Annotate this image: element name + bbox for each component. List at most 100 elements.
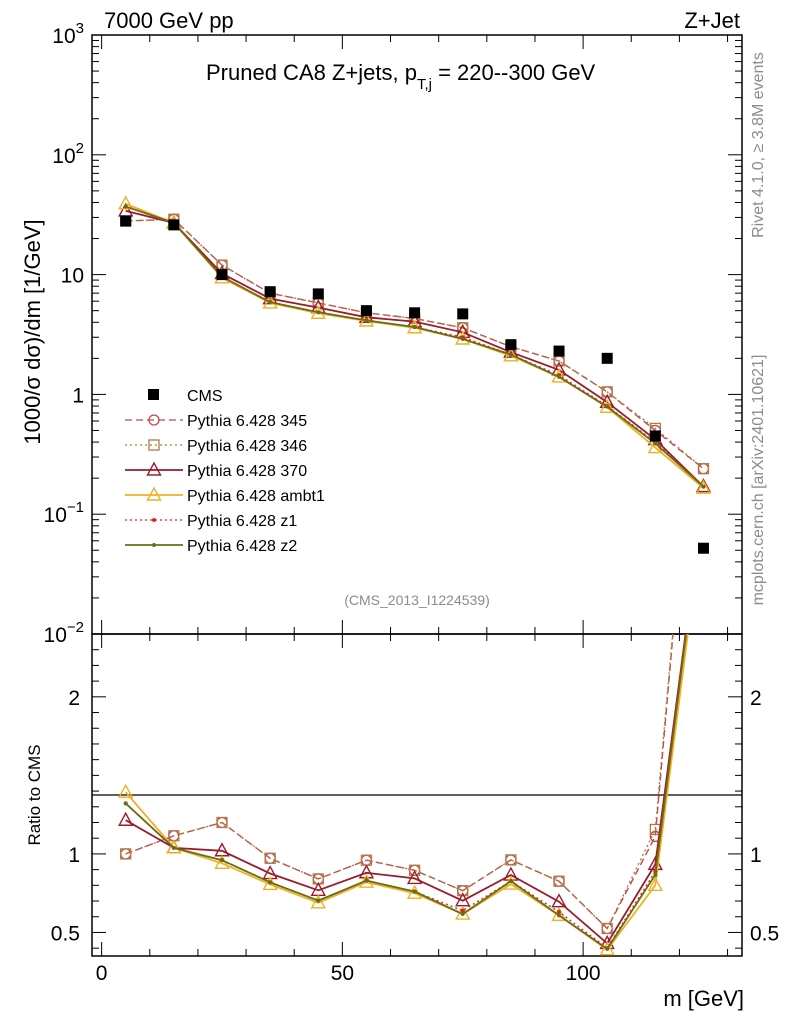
y-tick-label-main: 10−1 — [44, 499, 84, 527]
series-point-ratio — [701, 495, 705, 499]
series-point-ratio — [216, 816, 228, 829]
series-point-ratio — [557, 909, 562, 914]
x-axis-label: m [GeV] — [663, 986, 744, 1011]
series-point-ratio — [166, 839, 182, 854]
series-point-main — [460, 337, 465, 342]
series-point-main — [412, 325, 417, 330]
y-tick-label-ratio-right: 1 — [750, 844, 762, 867]
series-point-main — [697, 463, 710, 475]
legend-marker — [146, 461, 162, 476]
analysis-source-label: (CMS_2013_I1224539) — [344, 592, 490, 608]
data-point-cms — [697, 542, 709, 554]
series-point-ratio — [460, 912, 465, 917]
series-point-main — [605, 404, 610, 409]
x-tick-label: 100 — [566, 962, 601, 985]
legend-marker — [148, 414, 160, 426]
y-tick-label-ratio: 2 — [68, 687, 80, 710]
y-tick-label-main: 10 — [61, 265, 84, 288]
series-point-main — [601, 386, 613, 398]
data-point-cms — [649, 430, 661, 442]
legend-marker — [148, 439, 160, 451]
series-point-ratio — [264, 852, 276, 864]
series-point-ratio — [118, 811, 134, 826]
data-point-cms — [601, 352, 613, 364]
series-point-ratio — [412, 889, 417, 894]
y-axis-label-ratio: Ratio to CMS — [25, 744, 44, 845]
y-tick-label-ratio-right: 2 — [750, 687, 762, 710]
series-point-ratio — [701, 495, 705, 499]
chart-title-tail: = 220--300 GeV — [432, 60, 596, 85]
series-point-ratio — [310, 894, 326, 909]
data-point-cms — [312, 288, 324, 300]
series-point-ratio — [508, 879, 513, 884]
series-point-ratio — [697, 506, 710, 518]
series-point-ratio — [601, 922, 613, 935]
legend-label: Pythia 6.428 z1 — [187, 513, 297, 530]
series-point-ratio — [505, 854, 517, 866]
series-point-ratio — [557, 913, 562, 918]
x-tick-label: 0 — [96, 962, 108, 985]
series-line-ratio — [125, 634, 674, 930]
series-point-main — [701, 484, 706, 489]
series-point-main — [653, 441, 658, 446]
series-point-ratio — [653, 872, 658, 877]
data-point-cms — [360, 305, 372, 317]
series-line-ratio — [125, 634, 687, 945]
legend-marker-cms — [148, 389, 159, 400]
chart-title-subscript: T,j — [417, 76, 432, 93]
data-point-cms — [264, 286, 276, 298]
series-point-main — [695, 479, 712, 494]
chart-title-main: Pruned CA8 Z+jets, p — [206, 60, 417, 85]
series-point-ratio — [457, 885, 469, 897]
y-tick-label-ratio-right: 0.5 — [750, 922, 779, 945]
series-point-ratio — [171, 845, 176, 850]
data-point-cms — [168, 219, 180, 231]
series-point-ratio — [118, 783, 134, 798]
series-point-ratio — [551, 893, 567, 908]
series-point-main — [123, 204, 128, 209]
header-left-label: 7000 GeV pp — [104, 8, 234, 33]
series-point-main — [364, 318, 369, 323]
series-point-ratio — [406, 869, 423, 885]
series-point-ratio — [120, 848, 132, 860]
series-point-ratio — [553, 875, 565, 887]
series-point-ratio — [647, 876, 664, 892]
legend-label: Pythia 6.428 346 — [187, 438, 307, 455]
y-tick-label-main: 103 — [52, 20, 84, 48]
data-point-cms — [553, 345, 565, 357]
series-line-ratio — [125, 634, 687, 950]
ratio-panel-curves — [118, 281, 710, 956]
y-tick-label-ratio: 1 — [68, 844, 80, 867]
y-axis-label-main: 1000/σ dσ)/dm [1/GeV] — [20, 219, 45, 444]
series-point-main — [503, 347, 519, 362]
rivet-version-label: Rivet 4.1.0, ≥ 3.8M events — [750, 52, 767, 238]
series-point-ratio — [220, 858, 224, 863]
y-tick-label-main: 10−2 — [44, 619, 84, 647]
chart-title: Pruned CA8 Z+jets, pT,j = 220--300 GeV — [206, 60, 596, 93]
legend-label-cms: CMS — [187, 388, 223, 405]
series-point-ratio — [698, 281, 708, 291]
legend-label: Pythia 6.428 z2 — [187, 538, 297, 555]
series-point-ratio — [358, 864, 375, 879]
series-point-main — [503, 343, 519, 358]
legend-label: Pythia 6.428 ambt1 — [187, 488, 325, 505]
data-point-cms — [505, 339, 517, 351]
series-point-main — [599, 398, 615, 414]
series-point-main — [508, 352, 513, 357]
series-line-ratio — [125, 634, 687, 951]
x-tick-label: 50 — [331, 962, 354, 985]
series-point-ratio — [408, 864, 421, 876]
series-point-ratio — [268, 880, 273, 885]
series-point-main — [268, 300, 273, 305]
legend-label: Pythia 6.428 345 — [187, 413, 307, 430]
series-point-ratio — [316, 898, 321, 903]
series-line-main — [125, 218, 704, 470]
legend-marker — [152, 518, 156, 522]
data-point-cms — [216, 269, 228, 281]
series-point-main — [118, 195, 134, 210]
y-tick-label-ratio: 0.5 — [51, 922, 80, 945]
y-tick-label-main: 1 — [72, 384, 84, 407]
series-point-ratio — [123, 801, 128, 806]
legend-label: Pythia 6.428 370 — [187, 463, 307, 480]
